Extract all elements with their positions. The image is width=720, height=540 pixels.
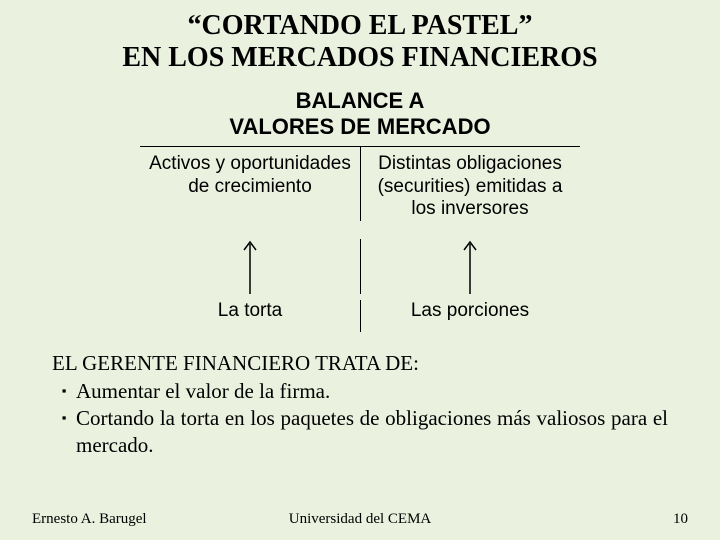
body-lead: EL GERENTE FINANCIERO TRATA DE: <box>52 350 668 377</box>
slide: “CORTANDO EL PASTEL” EN LOS MERCADOS FIN… <box>0 0 720 540</box>
slide-subtitle: BALANCE A VALORES DE MERCADO <box>0 88 720 140</box>
balance-columns: Activos y oportunidades de crecimiento D… <box>140 147 580 220</box>
up-arrow-icon <box>241 239 259 294</box>
bullet-2-text: Cortando la torta en los paquetes de obl… <box>76 405 668 459</box>
balance-vertical-separator-4 <box>360 300 361 332</box>
balance-label-row: La torta Las porciones <box>140 300 580 332</box>
balance-arrow-row <box>140 239 580 294</box>
arrow-right-cell <box>360 239 580 294</box>
balance-right-col: Distintas obligaciones (securities) emit… <box>360 147 580 220</box>
balance-vertical-separator-3 <box>360 239 361 294</box>
title-line-1: “CORTANDO EL PASTEL” <box>188 10 533 41</box>
balance-table: Activos y oportunidades de crecimiento D… <box>140 146 580 331</box>
bullet-2: ▪ Cortando la torta en los paquetes de o… <box>52 405 668 459</box>
title-line-2: EN LOS MERCADOS FINANCIEROS <box>122 42 597 73</box>
footer-author: Ernesto A. Barugel <box>32 511 251 528</box>
subtitle-line-2: VALORES DE MERCADO <box>229 114 490 139</box>
bullet-1-text: Aumentar el valor de la firma. <box>76 378 668 405</box>
balance-right-bottom-label: Las porciones <box>360 300 580 322</box>
footer-institution: Universidad del CEMA <box>251 511 470 528</box>
footer-page-number: 10 <box>469 511 688 528</box>
slide-title: “CORTANDO EL PASTEL” EN LOS MERCADOS FIN… <box>0 0 720 74</box>
up-arrow-icon <box>461 239 479 294</box>
balance-left-top-text: Activos y oportunidades de crecimiento <box>149 153 351 196</box>
slide-footer: Ernesto A. Barugel Universidad del CEMA … <box>0 511 720 528</box>
body-text: EL GERENTE FINANCIERO TRATA DE: ▪ Aument… <box>52 350 668 460</box>
subtitle-line-1: BALANCE A <box>296 88 425 113</box>
balance-left-col: Activos y oportunidades de crecimiento <box>140 147 360 220</box>
balance-right-top-text: Distintas obligaciones (securities) emit… <box>378 153 563 219</box>
balance-vertical-separator <box>360 147 361 220</box>
bullet-1: ▪ Aumentar el valor de la firma. <box>52 378 668 405</box>
arrow-left-cell <box>140 239 360 294</box>
balance-left-bottom-label: La torta <box>140 300 360 322</box>
bullet-marker-icon: ▪ <box>52 378 76 404</box>
bullet-marker-icon: ▪ <box>52 405 76 431</box>
